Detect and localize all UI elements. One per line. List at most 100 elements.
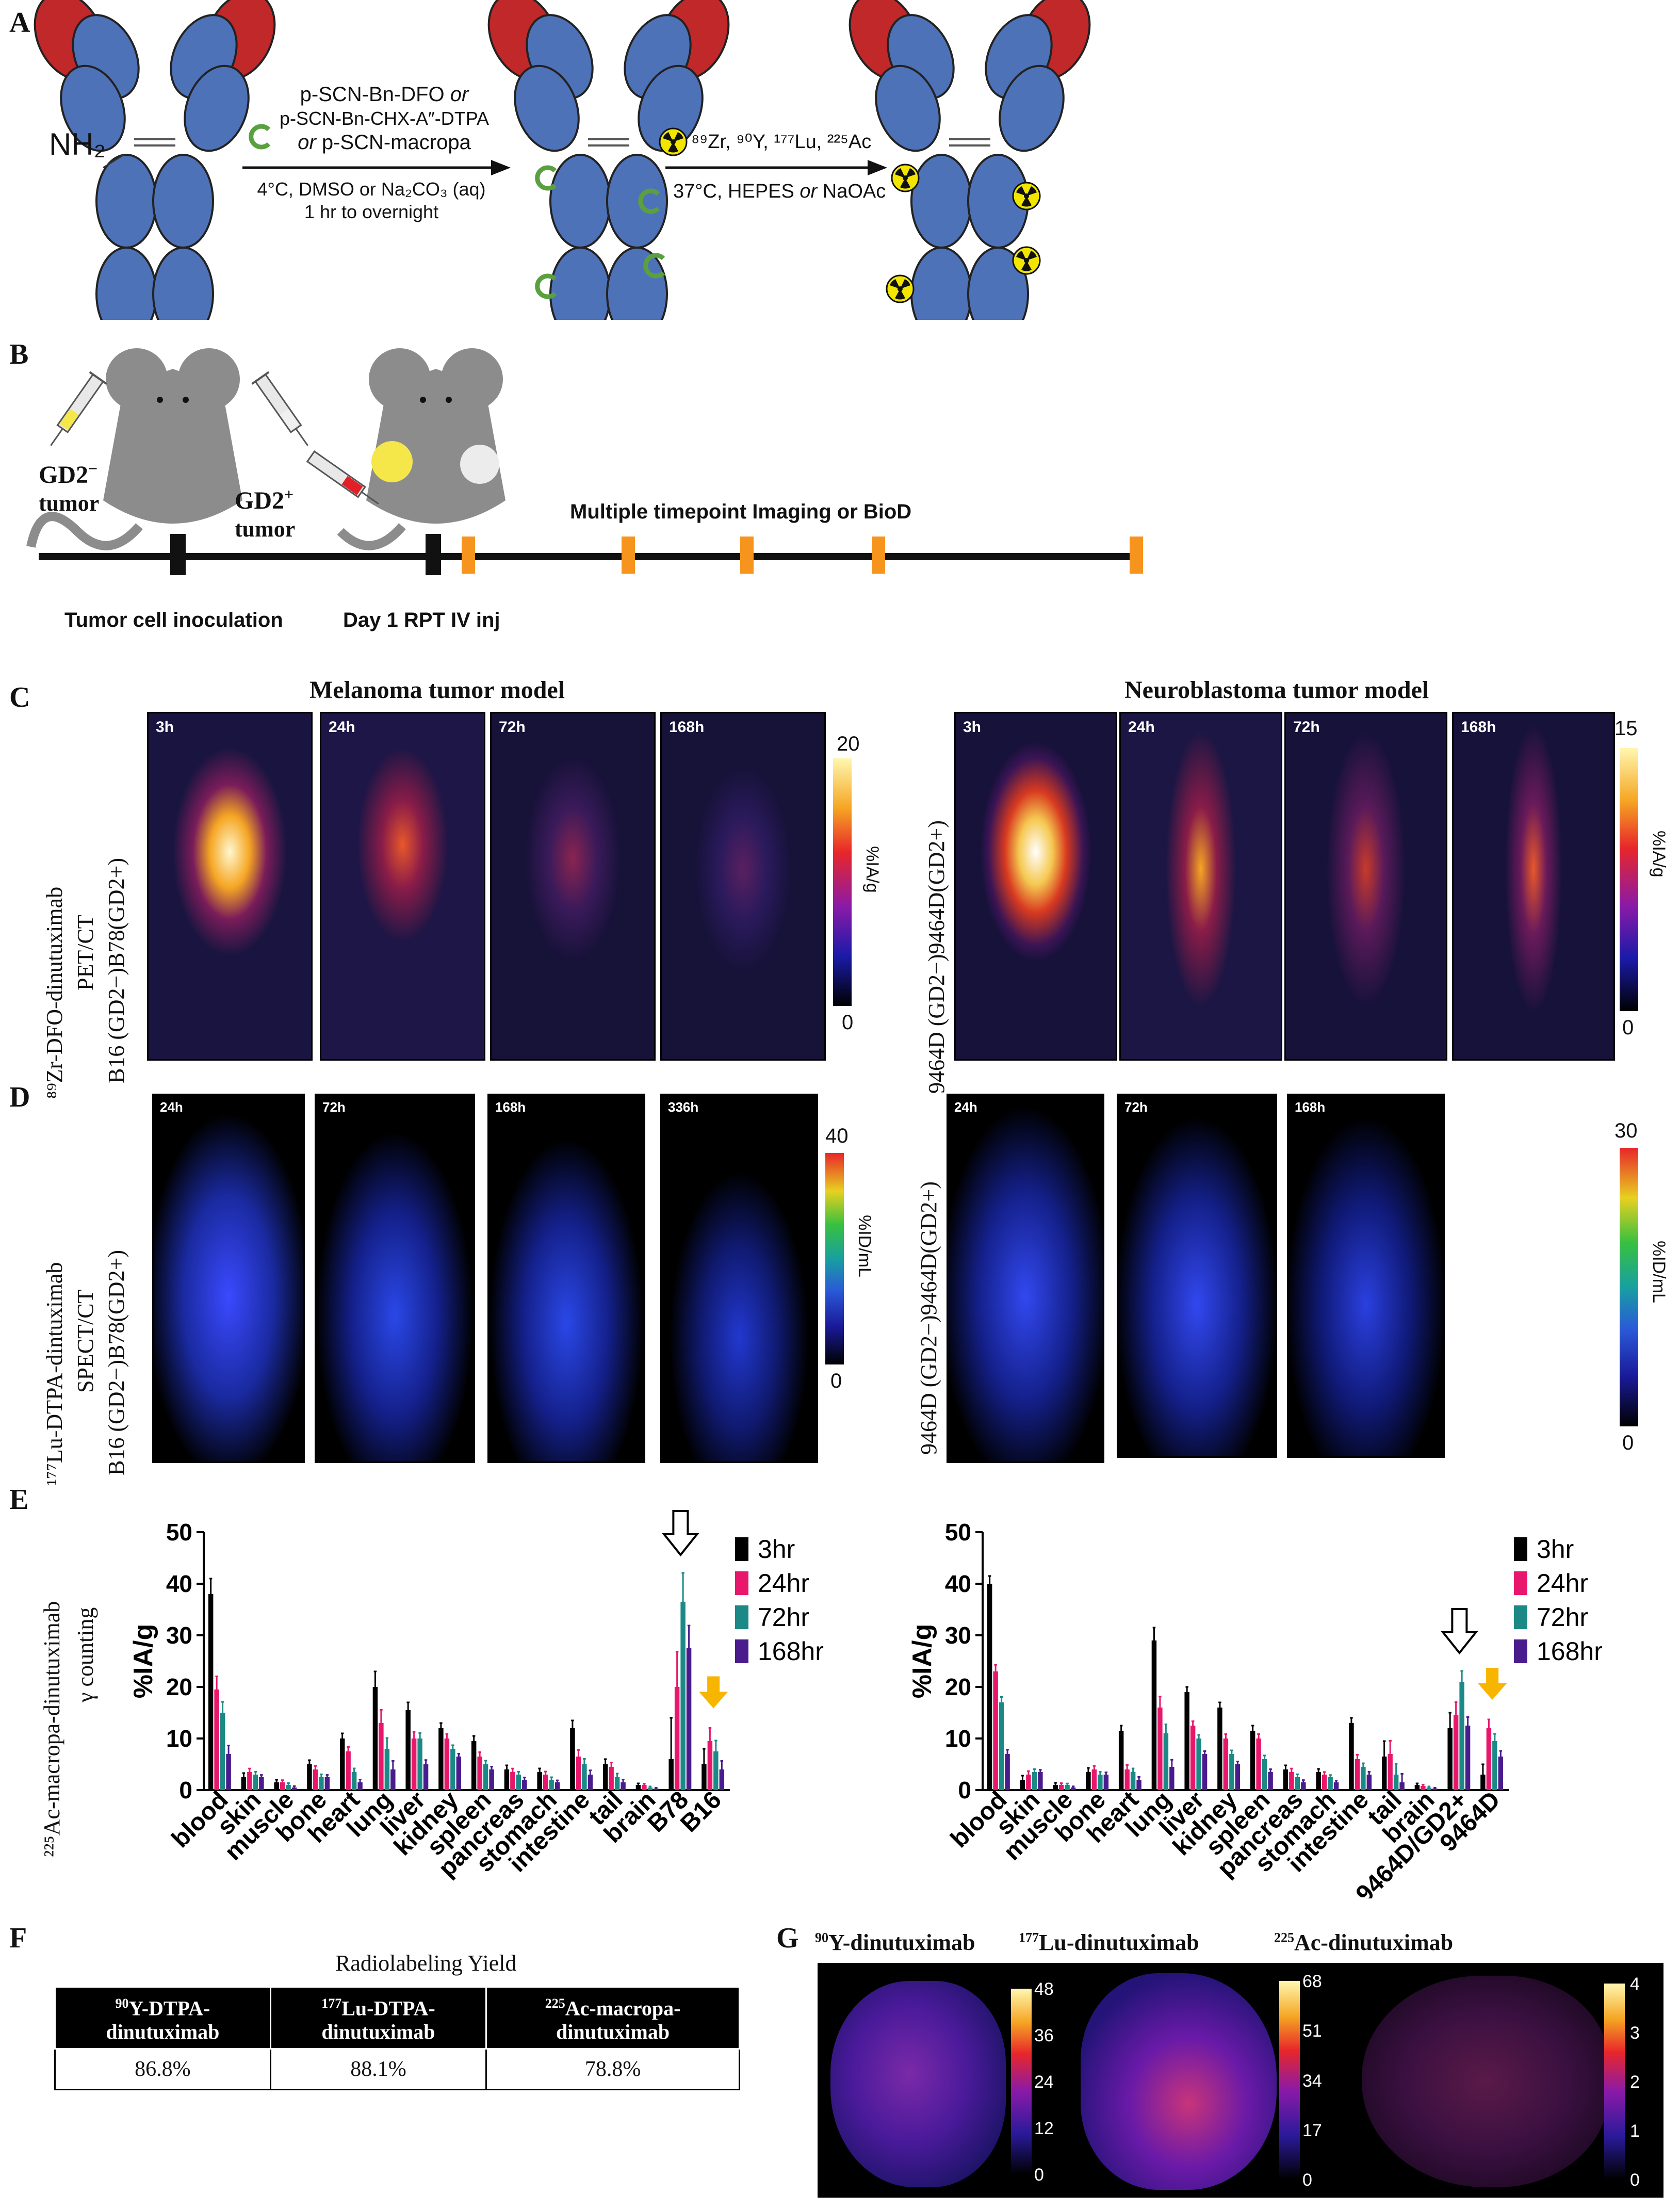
legend-label: 3hr (758, 1535, 795, 1564)
pet-image-melanoma-72h: 72h (490, 712, 656, 1061)
g-colorbar-tick-cbar1: 36 (1034, 2026, 1054, 2045)
step1-conditions: 4°C, DMSO or Na₂CO₃ (aq) 1 hr to overnig… (237, 178, 505, 223)
bar-3hr (602, 1764, 608, 1790)
bar-168hr (259, 1777, 264, 1790)
bar-72hr (220, 1713, 225, 1790)
pet-colorbar-left-unit: %IA/g (862, 846, 882, 893)
bar-168hr (1366, 1775, 1372, 1790)
bar-24hr (411, 1738, 417, 1790)
bar-72hr (1426, 1788, 1432, 1790)
bar-72hr (647, 1788, 653, 1790)
bar-3hr (702, 1764, 707, 1790)
spect-colorbar-left-min: 0 (830, 1370, 842, 1392)
legend-label: 24hr (758, 1569, 809, 1598)
time-label: 336h (668, 1099, 699, 1115)
bar-24hr (674, 1687, 680, 1790)
c-ylabel-right-model: 9464D (GD2−)9464D(GD2+) (924, 820, 949, 1094)
bar-24hr (1058, 1785, 1064, 1790)
sup: 177 (1019, 1930, 1039, 1945)
bar-72hr (319, 1777, 324, 1790)
time-label: 24h (329, 719, 355, 736)
bar-168hr (324, 1777, 330, 1790)
spect-image-melanoma-72h: 72h (315, 1094, 475, 1463)
antibody-scheme (0, 0, 1680, 320)
c-ylabel-tracer: ⁸⁹Zr-DFO-dinutuximab (42, 886, 67, 1099)
bar-72hr (1032, 1772, 1037, 1790)
time-label: 72h (1293, 719, 1320, 736)
bar-72hr (1262, 1759, 1267, 1790)
g-colorbar-1 (1011, 1989, 1032, 2174)
bar-72hr (582, 1764, 587, 1790)
y-tick-label: 50 (945, 1519, 971, 1546)
timeline-step-inoculation: Tumor cell inoculation (64, 609, 283, 631)
bar-72hr (713, 1751, 719, 1790)
bar-3hr (208, 1594, 214, 1790)
gd2-neg-text: GD2 (39, 461, 88, 489)
bar-3hr (1381, 1757, 1387, 1790)
bar-24hr (1157, 1708, 1163, 1790)
bar-24hr (214, 1689, 219, 1790)
gd2-positive-label: GD2+ (235, 485, 293, 515)
legend-swatch-72hr (1514, 1605, 1527, 1629)
pet-colorbar-left (833, 758, 852, 1006)
bar-3hr (307, 1764, 312, 1790)
bar-3hr (438, 1728, 444, 1790)
time-label: 24h (1128, 719, 1155, 736)
gd2-negative-label: GD2− (39, 459, 97, 489)
x-tick-label: B16 (675, 1786, 727, 1838)
bar-3hr (241, 1777, 247, 1790)
bar-168hr (654, 1789, 659, 1790)
y-axis-label: %IA/g (128, 1624, 158, 1698)
spect-colorbar-left (825, 1153, 844, 1364)
text: Ac-dinutuximab (1294, 1930, 1454, 1955)
legend-swatch-24hr (735, 1571, 748, 1595)
e-ylabel-tracer: ²²⁵Ac-macropa-dinutuximab (39, 1601, 64, 1857)
g-title-lu177: 177Lu-dinutuximab (1019, 1929, 1199, 1956)
bar-24hr (1091, 1769, 1097, 1790)
g-colorbar-tick-cbar3: 1 (1630, 2121, 1640, 2141)
time-label: 72h (1124, 1099, 1148, 1115)
cond-temp-solvent: 4°C, DMSO or Na₂CO₃ (aq) (257, 178, 486, 200)
time-label: 24h (954, 1099, 977, 1115)
bar-168hr (1432, 1789, 1438, 1790)
sup: 225 (545, 1996, 565, 2011)
pet-colorbar-right (1620, 748, 1638, 1011)
bar-72hr (1229, 1754, 1234, 1790)
bar-24hr (1124, 1769, 1130, 1790)
bar-168hr (291, 1788, 297, 1790)
bar-3hr (1250, 1731, 1255, 1790)
mouse-timeline-scheme (26, 348, 1143, 575)
legend-swatch-24hr (1514, 1571, 1527, 1595)
biodistribution-chart-neuroblastoma: 01020304050%IA/gbloodskinmuscleboneheart… (907, 1519, 1603, 1898)
line1: Lu-DTPA- (341, 1996, 435, 2020)
c-ylabel-modality: PET/CT (73, 915, 98, 990)
bar-168hr (226, 1754, 231, 1790)
legend-swatch-168hr (735, 1639, 748, 1663)
bar-72hr (1163, 1733, 1169, 1790)
bar-168hr (489, 1769, 494, 1790)
or-3: or (800, 181, 818, 202)
bar-3hr (1447, 1728, 1453, 1790)
bar-168hr (588, 1775, 593, 1790)
c-ylabel-model: B16 (GD2−)B78(GD2+) (104, 857, 129, 1083)
bar-24hr (609, 1767, 614, 1790)
pet-image-neuro-3h: 3h (954, 712, 1117, 1061)
spect-colorbar-right-max: 30 (1614, 1119, 1638, 1142)
panel-label-b: B (9, 338, 29, 370)
time-label: 72h (499, 719, 526, 736)
line2: dinutuximab (556, 2020, 670, 2044)
bar-168hr (1169, 1767, 1175, 1790)
bar-24hr (642, 1785, 647, 1790)
g-colorbar-tick-cbar1: 0 (1034, 2165, 1044, 2185)
spect-colorbar-left-max: 40 (825, 1125, 849, 1147)
header-y90: 90Y-DTPA-dinutuximab (54, 1986, 271, 2050)
neuroblastoma-title: Neuroblastoma tumor model (1124, 676, 1429, 704)
y-tick-label: 40 (166, 1570, 192, 1597)
bar-168hr (1465, 1726, 1471, 1790)
g-colorbar-tick-cbar3: 2 (1630, 2072, 1640, 2092)
bar-3hr (1480, 1775, 1486, 1790)
g-colorbar-tick-cbar2: 68 (1302, 1972, 1322, 1991)
bar-168hr (1235, 1764, 1241, 1790)
pet-image-neuro-72h: 72h (1284, 712, 1447, 1061)
line1: Y-DTPA- (128, 1996, 210, 2020)
